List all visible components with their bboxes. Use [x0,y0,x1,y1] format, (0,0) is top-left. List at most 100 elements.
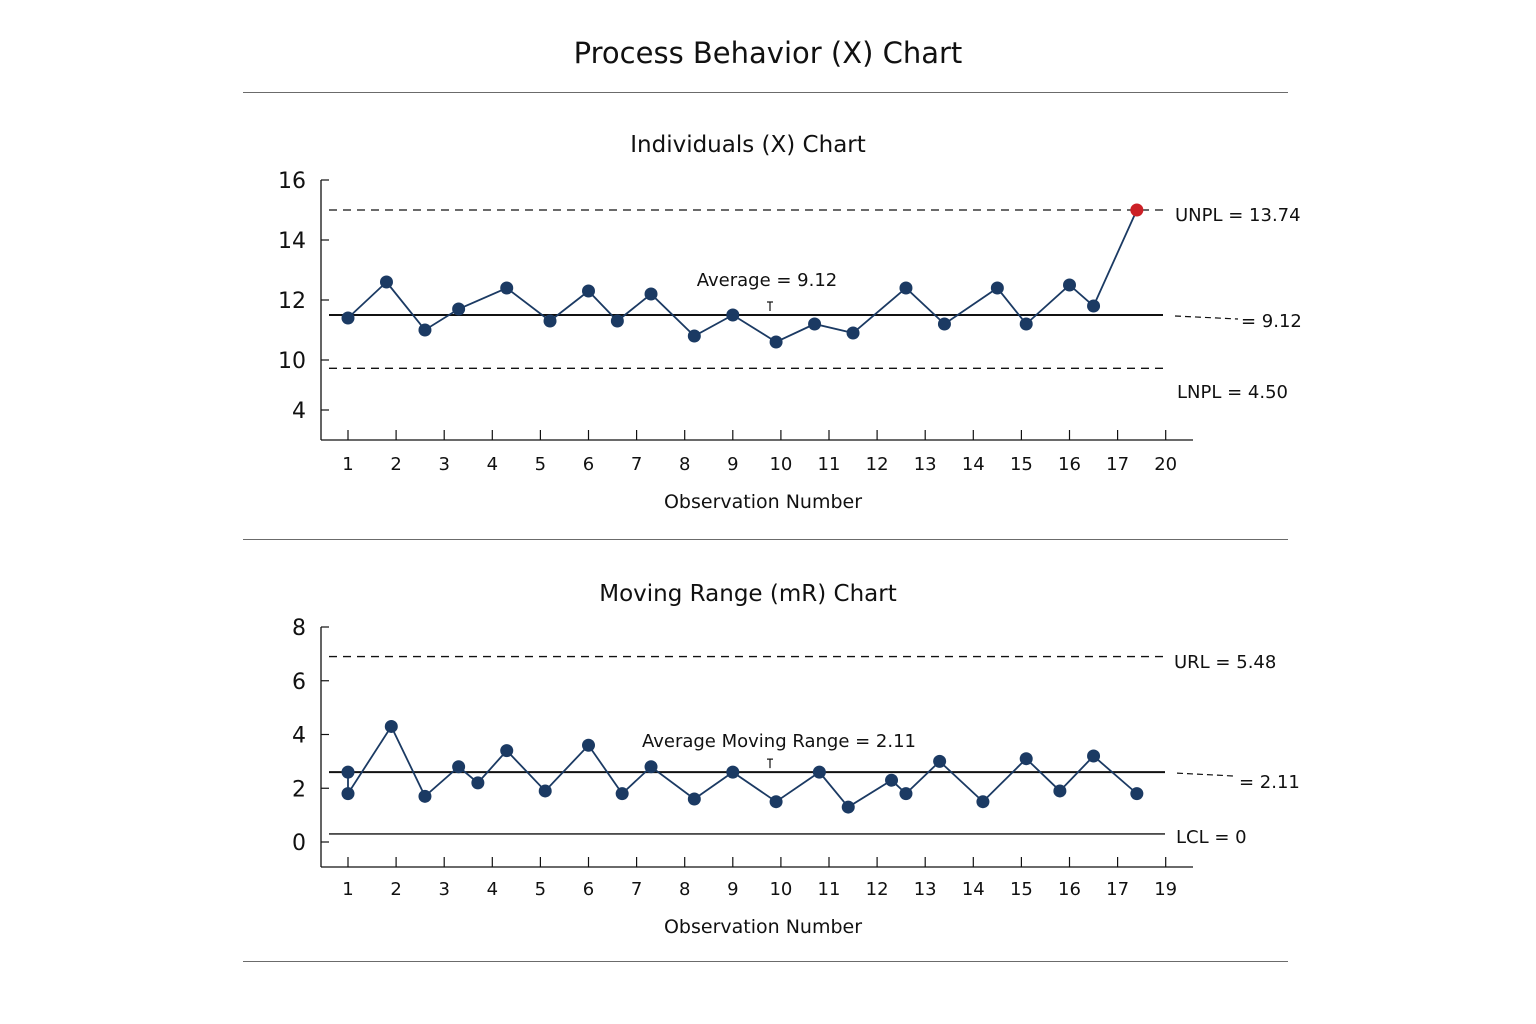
mr-chart-data-point [1019,752,1033,766]
mr-chart-data-point [841,800,855,814]
mr-chart-x-tick-label: 15 [1010,879,1033,900]
x-chart-data-point [808,317,822,331]
mr-chart-data-point [769,795,783,809]
top-divider [243,92,1288,93]
mr-chart-data-point [726,765,740,779]
mr-chart-y-tick-label: 6 [292,670,306,695]
x-chart-x-tick-label: 2 [390,454,401,475]
x-chart-x-tick-label: 17 [1106,454,1129,475]
bottom-divider [243,961,1288,962]
mr-chart-x-tick-label: 13 [914,879,937,900]
x-chart-x-tick-label: 5 [535,454,546,475]
mr-chart-x-axis-label: Observation Number [664,916,862,938]
x-chart-data-point [341,311,355,325]
mr-chart-data-point [885,773,899,787]
x-chart-y-tick-label: 16 [278,169,306,194]
x-chart-data-point [1019,317,1033,331]
mr-chart-data-point [1087,749,1101,763]
middle-divider [243,539,1288,540]
x-chart-data-point [1087,299,1101,313]
mr-chart-series-line [347,724,1138,809]
x-chart-data-point [769,335,783,349]
x-chart-data-point [846,326,860,340]
mr-chart-x-tick-label: 17 [1106,879,1129,900]
x-chart-data-point [418,323,432,337]
mr-chart-upper-limit-label: URL = 5.48 [1174,652,1276,673]
x-chart-average-annotation: Average = 9.12 [697,270,838,291]
x-chart-data-point [543,314,557,328]
mr-chart-average-annotation: Average Moving Range = 2.11 [642,731,916,752]
x-chart-data-point [726,308,740,322]
mr-chart-x-tick-label: 12 [866,879,889,900]
x-chart-x-tick-label: 20 [1154,454,1177,475]
mr-chart-center-label: = 2.11 [1239,772,1300,793]
mr-chart-x-tick-label: 5 [535,879,546,900]
mr-chart-data-point [976,795,990,809]
mr-chart-x-tick-label: 8 [679,879,690,900]
x-chart-x-tick-label: 14 [962,454,985,475]
mr-chart-data-point [899,787,913,801]
mr-chart-x-tick-label: 19 [1154,879,1177,900]
x-chart-x-tick-label: 10 [769,454,792,475]
mr-chart-data-point [812,765,826,779]
x-chart-data-point [644,287,658,301]
x-chart-x-tick-label: 6 [583,454,594,475]
mr-chart-x-tick-label: 14 [962,879,985,900]
mr-chart-data-point [538,784,552,798]
mr-chart-x-tick-label: 7 [631,879,642,900]
x-chart-x-tick-label: 11 [818,454,841,475]
mr-chart-data-point [341,787,355,801]
mr-chart-y-tick-label: 2 [292,777,306,802]
x-chart-center-label: = 9.12 [1241,311,1302,332]
mr-chart-x-tick-label: 3 [438,879,449,900]
mr-chart-data-point [615,787,629,801]
x-chart-x-tick-label: 1 [342,454,353,475]
mr-chart-x-tick-label: 1 [342,879,353,900]
mr-chart-lower-limit-label: LCL = 0 [1176,827,1247,848]
x-chart-x-tick-label: 3 [438,454,449,475]
mr-chart-data-point [933,754,947,768]
x-chart-data-point [899,281,913,295]
x-chart-data-point [500,281,514,295]
mr-chart-x-tick-label: 10 [769,879,792,900]
x-chart-y-tick-label: 12 [278,289,306,314]
mr-chart-y-tick-label: 8 [292,616,306,641]
mr-chart-data-point [1130,787,1144,801]
x-chart-data-point [990,281,1004,295]
x-chart-x-tick-label: 16 [1058,454,1081,475]
mr-chart-x-tick-label: 11 [818,879,841,900]
mr-chart-x-tick-label: 6 [583,879,594,900]
mr-chart-data-point [418,789,432,803]
mr-chart-data-point [384,719,398,733]
mr-chart-data-point [500,744,514,758]
mr-chart-data-point [341,765,355,779]
mr-chart-title: Moving Range (mR) Chart [599,581,896,607]
x-chart-data-point [379,275,393,289]
mr-chart-x-tick-label: 2 [390,879,401,900]
x-chart-y-tick-label: 14 [278,229,306,254]
x-chart-x-tick-label: 9 [727,454,738,475]
x-chart-x-tick-label: 12 [866,454,889,475]
x-chart-x-tick-label: 7 [631,454,642,475]
page-title: Process Behavior (X) Chart [573,36,963,70]
x-chart-data-point [1063,278,1076,292]
mr-chart-y-tick-label: 0 [292,831,306,856]
x-chart-data-point [452,302,466,316]
mr-chart-data-point [687,792,701,806]
mr-chart-data-point [582,738,595,752]
x-chart-data-point [687,329,701,343]
x-chart-data-point [937,317,951,331]
mr-chart-data-point [471,776,485,790]
mr-chart-x-tick-label: 9 [727,879,738,900]
x-chart-x-tick-label: 13 [914,454,937,475]
mr-chart-data-point [644,760,658,774]
x-chart-signal-point [1130,203,1144,217]
x-chart-x-tick-label: 8 [679,454,690,475]
x-chart-x-tick-label: 4 [487,454,498,475]
x-chart-data-point [582,284,595,298]
x-chart-lower-limit-label: LNPL = 4.50 [1177,382,1288,403]
mr-chart-data-point [452,760,466,774]
x-chart-title: Individuals (X) Chart [630,132,866,158]
x-chart-data-point [610,314,624,328]
x-chart-x-axis-label: Observation Number [664,491,862,513]
